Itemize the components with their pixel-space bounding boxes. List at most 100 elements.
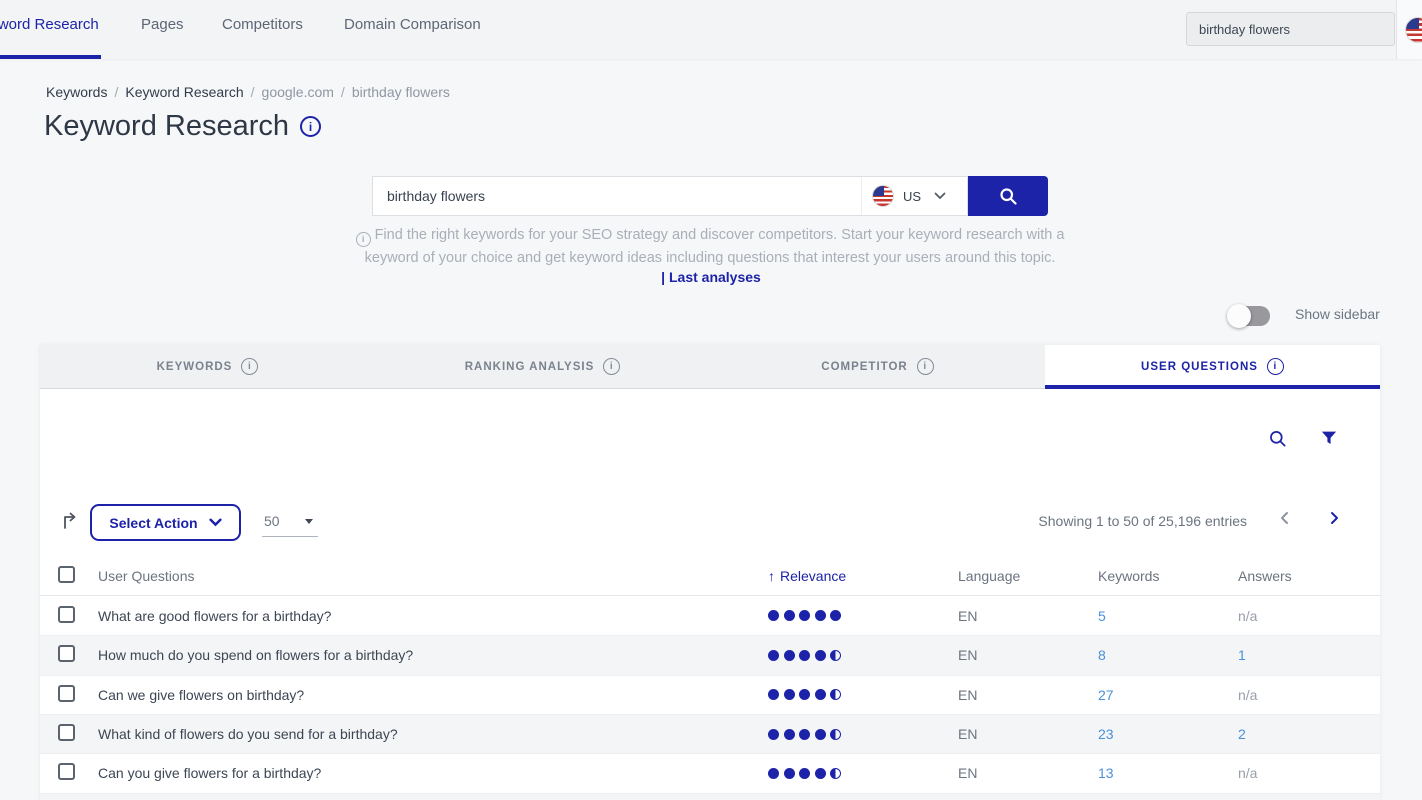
row-checkbox[interactable] — [58, 763, 75, 781]
relevance-dot — [768, 767, 779, 779]
relevance-dot — [783, 689, 795, 701]
row-keywords-link[interactable]: 5 — [1098, 607, 1106, 624]
nav-item-pages[interactable]: Pages — [141, 16, 184, 33]
row-answers[interactable]: 1 — [1238, 647, 1246, 664]
search-button[interactable] — [968, 176, 1048, 216]
last-analyses-link[interactable]: | Last analyses — [661, 269, 761, 285]
us-flag-icon — [1405, 16, 1422, 43]
tab-label: COMPETITOR — [821, 360, 908, 373]
select-action-label: Select Action — [109, 514, 198, 531]
title-info-icon[interactable]: i — [300, 116, 321, 137]
country-code: US — [903, 188, 922, 204]
page-size-value: 50 — [264, 513, 280, 529]
row-language: EN — [958, 686, 978, 703]
relevance-dot — [830, 767, 841, 779]
helper-description: i Find the right keywords for your SEO st… — [331, 224, 1089, 270]
keyword-search-input[interactable] — [372, 176, 861, 216]
row-keywords-link[interactable]: 13 — [1098, 765, 1114, 782]
relevance-dot — [768, 610, 779, 622]
column-relevance[interactable]: ↑ Relevance — [768, 568, 958, 584]
relevance-dot — [768, 649, 779, 661]
topnav-search-input[interactable] — [1186, 12, 1395, 46]
row-answers[interactable]: 2 — [1238, 726, 1246, 743]
row-question: Can you give flowers for a birthday? — [98, 765, 322, 782]
row-checkbox[interactable] — [58, 724, 75, 742]
column-language[interactable]: Language — [958, 568, 1021, 584]
relevance-dots — [768, 649, 958, 661]
chevron-down-icon — [934, 192, 946, 200]
info-icon[interactable]: i — [241, 358, 259, 375]
relevance-dot — [814, 728, 826, 740]
relevance-dot — [830, 649, 841, 661]
relevance-dots — [768, 767, 958, 779]
relevance-dots — [768, 610, 958, 622]
tab-user-questions[interactable]: USER QUESTIONS i — [1045, 345, 1380, 389]
results-card: KEYWORDS i RANKING ANALYSIS i COMPETITOR i … — [40, 345, 1380, 800]
relevance-dot — [814, 767, 826, 779]
row-keywords-link[interactable]: 23 — [1098, 726, 1114, 743]
topnav-country-flag-box[interactable] — [1396, 0, 1422, 59]
tab-label: USER QUESTIONS — [1141, 360, 1258, 373]
select-action-button[interactable]: Select Action — [90, 504, 241, 541]
page-title-text: Keyword Research — [44, 110, 289, 142]
tab-ranking-analysis[interactable]: RANKING ANALYSIS i — [375, 345, 710, 389]
breadcrumb-keyword-research[interactable]: Keyword Research — [125, 84, 244, 100]
row-question: What kind of flowers do you send for a b… — [98, 726, 398, 743]
tab-competitor[interactable]: COMPETITOR i — [710, 345, 1045, 389]
breadcrumb-keywords[interactable]: Keywords — [46, 84, 108, 100]
breadcrumb-domain[interactable]: google.com — [261, 84, 334, 100]
select-all-checkbox[interactable] — [58, 566, 75, 583]
relevance-dot — [830, 689, 841, 701]
relevance-dot — [783, 649, 795, 661]
column-user-questions[interactable]: User Questions — [98, 568, 195, 584]
row-answers: n/a — [1238, 765, 1258, 782]
relevance-dot — [799, 689, 810, 701]
info-icon[interactable]: i — [1266, 358, 1284, 375]
relevance-dot — [814, 689, 826, 701]
row-keywords-link[interactable]: 8 — [1098, 647, 1106, 664]
table-row[interactable]: What kind of flowers do you send for a b… — [40, 713, 1380, 754]
relevance-dot — [783, 610, 795, 622]
relevance-dots — [768, 728, 958, 740]
toggle-knob — [1227, 304, 1251, 328]
row-language: EN — [958, 726, 978, 743]
search-icon — [1000, 188, 1017, 205]
show-sidebar-label: Show sidebar — [1295, 306, 1380, 322]
nav-item-competitors[interactable]: Competitors — [222, 16, 303, 33]
row-checkbox[interactable] — [58, 645, 75, 663]
pagination-next-button[interactable] — [1328, 511, 1341, 530]
row-answers: n/a — [1238, 686, 1258, 703]
nav-item-keyword-research[interactable]: Keyword Research — [0, 16, 99, 33]
tab-keywords[interactable]: KEYWORDS i — [40, 345, 375, 389]
relevance-dot — [814, 610, 826, 622]
row-question: Can we give flowers on birthday? — [98, 686, 305, 703]
info-icon: i — [355, 232, 371, 247]
relevance-dot — [799, 610, 810, 622]
breadcrumb-query[interactable]: birthday flowers — [351, 84, 450, 100]
column-keywords[interactable]: Keywords — [1098, 568, 1160, 584]
export-icon[interactable] — [60, 509, 82, 536]
table-row[interactable]: What are good flowers for a birthday? EN… — [40, 596, 1380, 635]
table-row[interactable]: How much do you spend on flowers for a b… — [40, 635, 1380, 675]
partial-next-row — [40, 792, 1380, 800]
page-size-select[interactable]: 50 — [262, 506, 318, 537]
show-sidebar-toggle[interactable] — [1227, 304, 1270, 328]
table-row[interactable]: Can we give flowers on birthday? EN 27 n… — [40, 674, 1380, 714]
column-answers[interactable]: Answers — [1238, 568, 1292, 584]
relevance-dot — [830, 728, 841, 740]
pagination-prev-button[interactable] — [1278, 511, 1291, 530]
table-search-icon[interactable] — [1268, 429, 1287, 453]
showing-entries-text: Showing 1 to 50 of 25,196 entries — [1038, 513, 1247, 529]
row-checkbox[interactable] — [58, 605, 75, 623]
info-icon[interactable]: i — [916, 358, 934, 375]
nav-item-domain-comparison[interactable]: Domain Comparison — [344, 16, 481, 33]
breadcrumb-separator: / — [250, 84, 255, 100]
table-row[interactable]: Can you give flowers for a birthday? EN … — [40, 753, 1380, 792]
tab-bar: KEYWORDS i RANKING ANALYSIS i COMPETITOR i … — [40, 345, 1380, 389]
info-icon[interactable]: i — [603, 358, 621, 375]
country-select[interactable]: US — [861, 176, 968, 216]
row-keywords-link[interactable]: 27 — [1098, 686, 1114, 703]
dropdown-arrow-icon — [305, 519, 313, 528]
filter-icon[interactable] — [1320, 429, 1338, 452]
row-checkbox[interactable] — [58, 684, 75, 702]
